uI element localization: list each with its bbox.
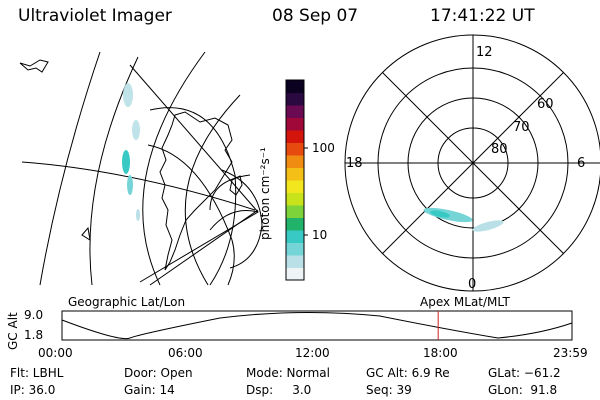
colorbar-cell <box>286 242 304 256</box>
status-seq: Seq: 39 <box>366 383 412 397</box>
observation-date: 08 Sep 07 <box>272 6 359 26</box>
polar-plot <box>344 34 600 292</box>
status-gc-alt: GC Alt: 6.9 Re <box>366 366 450 380</box>
status-gain: Gain: 14 <box>124 383 175 397</box>
colorbar-cell <box>286 167 304 181</box>
orbit-altitude-panel <box>61 310 573 341</box>
gc-alt-axis-label: GC Alt <box>6 312 20 350</box>
apex-title: Apex MLat/MLT <box>420 295 510 309</box>
status-dsp: Dsp: 3.0 <box>246 383 312 397</box>
time-tick-0600: 06:00 <box>168 346 203 360</box>
status-door: Door: Open <box>124 366 193 380</box>
time-tick-0000: 00:00 <box>38 346 73 360</box>
colorbar-cell <box>286 230 304 243</box>
colorbar-cell <box>286 155 304 168</box>
gc-alt-tick-low: 1.8 <box>24 328 44 342</box>
time-tick-1200: 12:00 <box>295 346 330 360</box>
status-mode: Mode: Normal <box>246 366 330 380</box>
lat-label-80: 80 <box>491 142 508 157</box>
colorbar-cell <box>286 192 304 206</box>
status-filter: Flt: LBHL <box>10 366 64 380</box>
colorbar-cell <box>286 92 304 106</box>
colorbar-cell <box>286 130 304 143</box>
colorbar-tick-10: 10 <box>312 228 328 242</box>
colorbar-cell <box>286 142 304 156</box>
mlt-label-12: 12 <box>476 45 493 60</box>
instrument-title: Ultraviolet Imager <box>18 6 172 26</box>
mlt-label-6: 6 <box>577 156 586 171</box>
time-tick-1800: 18:00 <box>423 346 458 360</box>
status-glat: GLat: −61.2 <box>488 366 561 380</box>
colorbar-cell <box>286 117 304 131</box>
status-ip: IP: 36.0 <box>10 383 56 397</box>
observation-time: 17:41:22 UT <box>430 6 535 26</box>
colorbar-cell <box>286 80 304 93</box>
colorbar <box>285 79 308 281</box>
polar-aurora <box>423 207 504 232</box>
colorbar-cell <box>286 217 304 231</box>
colorbar-cell <box>286 267 304 281</box>
colorbar-cell <box>286 205 304 218</box>
geographic-map <box>19 51 263 286</box>
mlt-label-18: 18 <box>346 156 363 171</box>
lat-label-70: 70 <box>513 120 530 135</box>
status-glon: GLon: 91.8 <box>488 383 558 397</box>
gc-alt-tick-high: 9.0 <box>24 308 44 322</box>
lat-label-60: 60 <box>537 97 554 112</box>
colorbar-unit-label: photon cm⁻²s⁻¹ <box>258 147 272 240</box>
colorbar-cell <box>286 180 304 193</box>
colorbar-cell <box>286 255 304 268</box>
colorbar-cell <box>286 105 304 118</box>
geographic-title: Geographic Lat/Lon <box>68 295 186 309</box>
mlt-label-0: 0 <box>468 277 477 292</box>
colorbar-tick-100: 100 <box>312 141 335 155</box>
geographic-aurora <box>122 83 140 221</box>
time-tick-2359: 23:59 <box>553 346 588 360</box>
